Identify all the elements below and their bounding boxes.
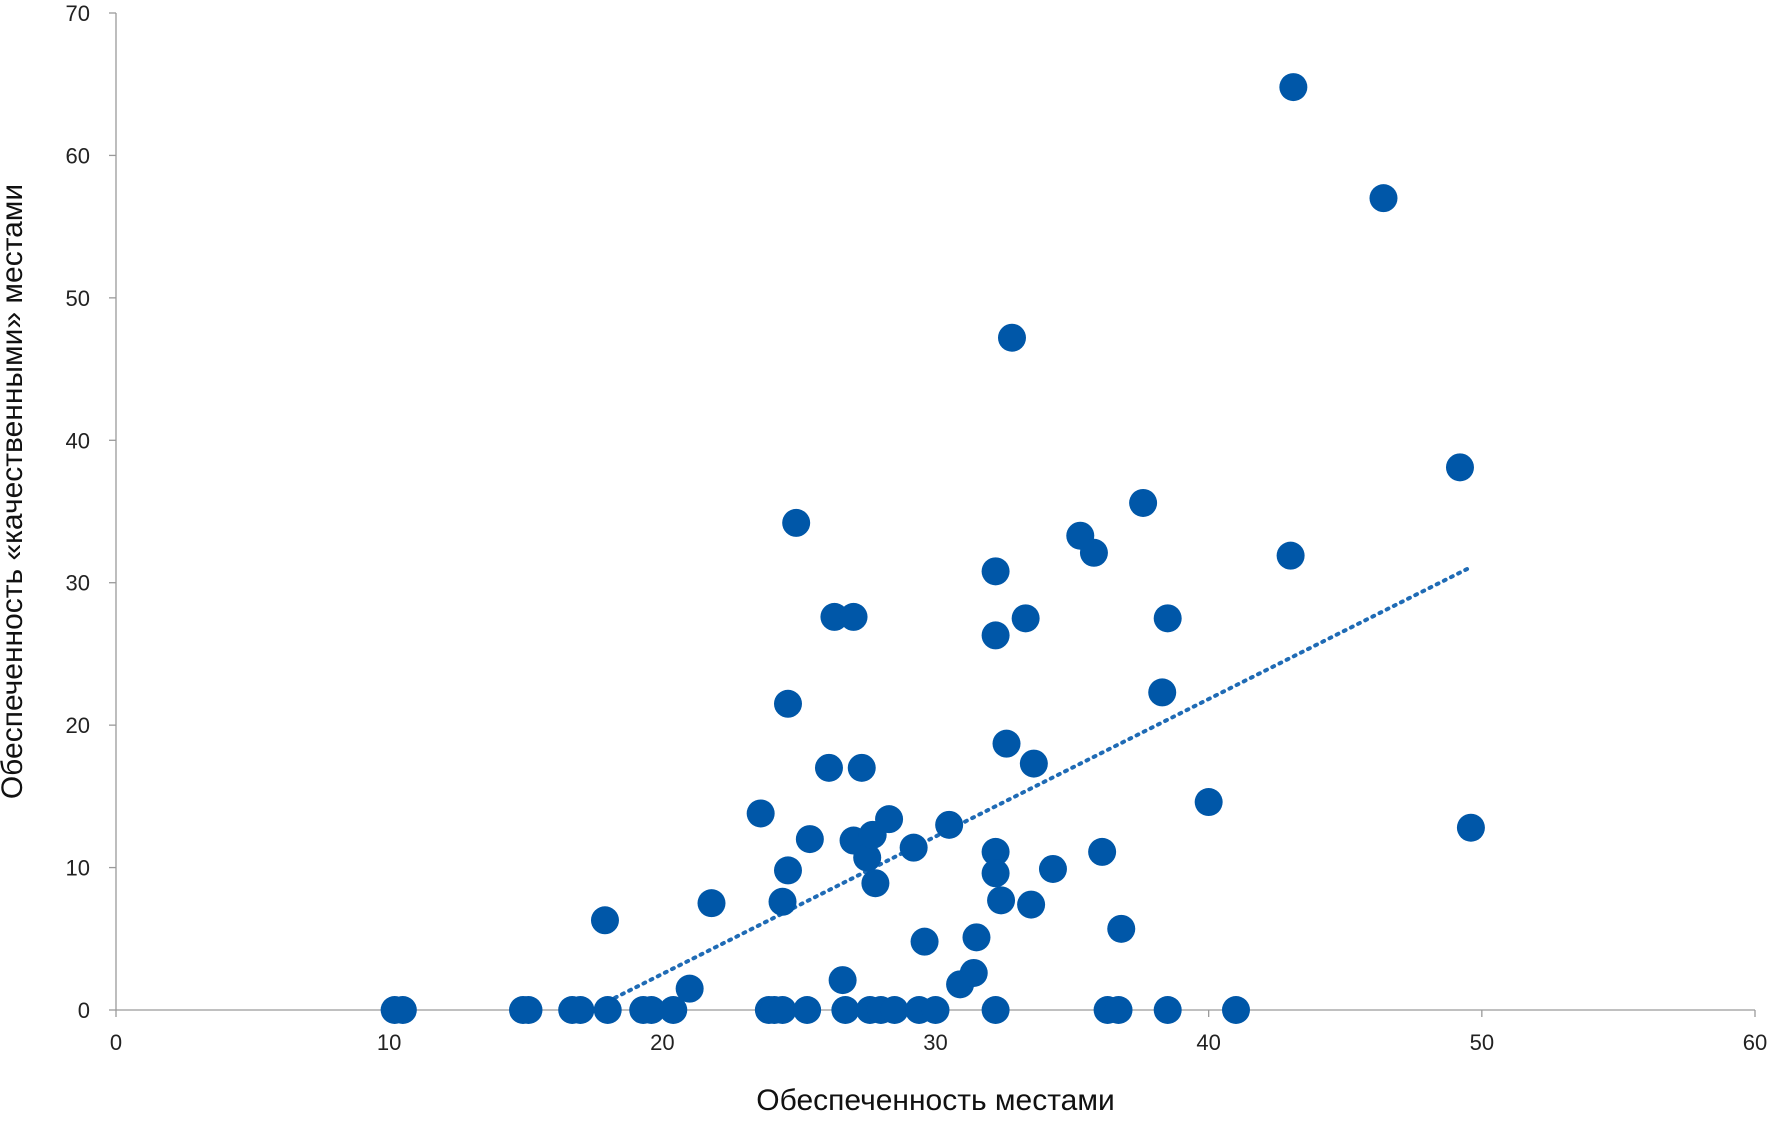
tick-labels: 0 10 20 30 40 50 60 0 10 20 30 40 50 60 70 (66, 1, 1768, 1055)
data-point (839, 602, 868, 631)
data-point (1104, 996, 1133, 1024)
data-point (899, 833, 928, 862)
data-point (675, 974, 704, 1003)
data-point (1088, 837, 1117, 866)
data-point (997, 323, 1026, 352)
data-point (880, 996, 909, 1024)
data-point (987, 886, 1016, 915)
data-point (1276, 541, 1305, 570)
data-point (959, 958, 988, 987)
data-point (828, 966, 857, 995)
y-tick-label: 0 (78, 998, 90, 1023)
data-point (935, 810, 964, 839)
y-tick-label: 70 (66, 1, 90, 26)
y-tick-label: 50 (66, 286, 90, 311)
data-point (861, 869, 890, 898)
data-point (782, 508, 811, 537)
data-point (637, 996, 666, 1024)
data-point (514, 996, 543, 1024)
data-point (981, 996, 1010, 1024)
y-tick-label: 10 (66, 856, 90, 881)
x-tick-label: 30 (923, 1030, 947, 1055)
data-point (768, 996, 797, 1024)
data-point (831, 996, 860, 1024)
data-point (1079, 538, 1108, 567)
x-tick-label: 0 (110, 1030, 122, 1055)
y-tick-label: 30 (66, 571, 90, 596)
data-point (1038, 854, 1067, 883)
x-tick-label: 20 (650, 1030, 674, 1055)
data-point (1445, 453, 1474, 482)
data-point (1107, 914, 1136, 943)
data-point (992, 729, 1021, 758)
axes (109, 12, 1756, 1017)
data-point (773, 689, 802, 718)
data-point (773, 856, 802, 885)
data-point (566, 996, 595, 1024)
data-point (981, 621, 1010, 650)
data-point (1153, 604, 1182, 633)
data-point (768, 887, 797, 916)
data-point (697, 889, 726, 918)
data-point (1148, 678, 1177, 707)
data-point (659, 996, 688, 1024)
y-tick-label: 20 (66, 713, 90, 738)
x-tick-label: 60 (1743, 1030, 1767, 1055)
data-point (921, 996, 950, 1024)
data-point (388, 996, 417, 1024)
y-axis-title: Обеспеченность «качественными» местами (0, 184, 29, 799)
y-tick-label: 60 (66, 143, 90, 168)
data-point (1221, 996, 1250, 1024)
data-point (1011, 604, 1040, 633)
x-tick-label: 50 (1470, 1030, 1494, 1055)
x-tick-label: 10 (377, 1030, 401, 1055)
data-point (853, 843, 882, 872)
data-point (1194, 788, 1223, 817)
data-point (1369, 184, 1398, 213)
data-point (981, 837, 1010, 866)
data-point (847, 753, 876, 782)
data-point (1129, 488, 1158, 517)
data-point (793, 996, 822, 1024)
trendline-layer (605, 566, 1471, 1004)
data-point (1017, 890, 1046, 919)
data-point (746, 799, 775, 828)
data-point (981, 557, 1010, 586)
data-point (1456, 813, 1485, 842)
data-point (590, 906, 619, 935)
data-point (593, 996, 622, 1024)
data-point (981, 859, 1010, 888)
data-point (1019, 749, 1048, 778)
data-points (380, 73, 1485, 1024)
data-point (875, 805, 904, 834)
data-point (1153, 996, 1182, 1024)
x-axis-title: Обеспеченность местами (756, 1084, 1114, 1117)
x-tick-label: 40 (1196, 1030, 1220, 1055)
trendline (605, 566, 1471, 1004)
data-point (795, 825, 824, 854)
data-point (962, 923, 991, 952)
data-point (910, 927, 939, 956)
data-point (814, 753, 843, 782)
data-point (1279, 73, 1308, 102)
y-tick-label: 40 (66, 428, 90, 453)
